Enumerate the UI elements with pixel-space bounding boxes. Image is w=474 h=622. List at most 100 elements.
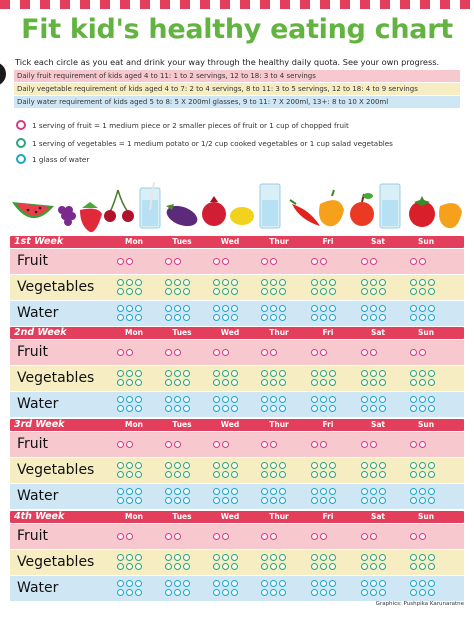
veg-tick-circle[interactable] xyxy=(231,462,238,469)
veg-tick-circle[interactable] xyxy=(311,554,318,561)
veg-tick-circle[interactable] xyxy=(261,379,268,386)
water-tick-circle[interactable] xyxy=(261,488,268,495)
veg-tick-circle[interactable] xyxy=(165,288,172,295)
veg-tick-circle[interactable] xyxy=(174,563,181,570)
fruit-tick-circle[interactable] xyxy=(320,441,327,448)
veg-tick-circle[interactable] xyxy=(183,370,190,377)
water-tick-circle[interactable] xyxy=(419,497,426,504)
veg-tick-circle[interactable] xyxy=(379,563,386,570)
fruit-tick-circle[interactable] xyxy=(117,533,124,540)
water-tick-circle[interactable] xyxy=(279,589,286,596)
veg-tick-circle[interactable] xyxy=(261,563,268,570)
veg-tick-circle[interactable] xyxy=(135,462,142,469)
veg-tick-circle[interactable] xyxy=(135,279,142,286)
water-tick-circle[interactable] xyxy=(311,314,318,321)
veg-tick-circle[interactable] xyxy=(117,279,124,286)
water-tick-circle[interactable] xyxy=(174,488,181,495)
veg-tick-circle[interactable] xyxy=(183,563,190,570)
fruit-tick-circle[interactable] xyxy=(361,258,368,265)
water-tick-circle[interactable] xyxy=(410,497,417,504)
veg-tick-circle[interactable] xyxy=(279,462,286,469)
fruit-tick-circle[interactable] xyxy=(213,533,220,540)
water-tick-circle[interactable] xyxy=(183,589,190,596)
water-tick-circle[interactable] xyxy=(379,396,386,403)
water-tick-circle[interactable] xyxy=(183,314,190,321)
water-tick-circle[interactable] xyxy=(428,314,435,321)
water-tick-circle[interactable] xyxy=(126,305,133,312)
veg-tick-circle[interactable] xyxy=(370,462,377,469)
water-tick-circle[interactable] xyxy=(370,488,377,495)
fruit-tick-circle[interactable] xyxy=(213,258,220,265)
fruit-tick-circle[interactable] xyxy=(261,349,268,356)
fruit-tick-circle[interactable] xyxy=(419,441,426,448)
water-tick-circle[interactable] xyxy=(183,305,190,312)
water-tick-circle[interactable] xyxy=(117,488,124,495)
veg-tick-circle[interactable] xyxy=(410,554,417,561)
water-tick-circle[interactable] xyxy=(320,396,327,403)
water-tick-circle[interactable] xyxy=(428,405,435,412)
water-tick-circle[interactable] xyxy=(419,488,426,495)
veg-tick-circle[interactable] xyxy=(370,279,377,286)
water-tick-circle[interactable] xyxy=(135,589,142,596)
water-tick-circle[interactable] xyxy=(410,314,417,321)
water-tick-circle[interactable] xyxy=(270,589,277,596)
veg-tick-circle[interactable] xyxy=(174,370,181,377)
veg-tick-circle[interactable] xyxy=(320,370,327,377)
veg-tick-circle[interactable] xyxy=(361,462,368,469)
veg-tick-circle[interactable] xyxy=(361,563,368,570)
water-tick-circle[interactable] xyxy=(165,396,172,403)
veg-tick-circle[interactable] xyxy=(213,370,220,377)
water-tick-circle[interactable] xyxy=(311,497,318,504)
veg-tick-circle[interactable] xyxy=(174,288,181,295)
veg-tick-circle[interactable] xyxy=(222,462,229,469)
fruit-tick-circle[interactable] xyxy=(419,349,426,356)
veg-tick-circle[interactable] xyxy=(379,370,386,377)
veg-tick-circle[interactable] xyxy=(222,279,229,286)
water-tick-circle[interactable] xyxy=(126,488,133,495)
water-tick-circle[interactable] xyxy=(222,580,229,587)
fruit-tick-circle[interactable] xyxy=(126,441,133,448)
water-tick-circle[interactable] xyxy=(261,580,268,587)
water-tick-circle[interactable] xyxy=(231,497,238,504)
veg-tick-circle[interactable] xyxy=(213,554,220,561)
veg-tick-circle[interactable] xyxy=(329,554,336,561)
water-tick-circle[interactable] xyxy=(320,580,327,587)
water-tick-circle[interactable] xyxy=(135,497,142,504)
water-tick-circle[interactable] xyxy=(261,314,268,321)
veg-tick-circle[interactable] xyxy=(126,379,133,386)
veg-tick-circle[interactable] xyxy=(174,379,181,386)
water-tick-circle[interactable] xyxy=(428,497,435,504)
water-tick-circle[interactable] xyxy=(370,305,377,312)
water-tick-circle[interactable] xyxy=(329,497,336,504)
water-tick-circle[interactable] xyxy=(213,396,220,403)
water-tick-circle[interactable] xyxy=(117,405,124,412)
fruit-tick-circle[interactable] xyxy=(165,258,172,265)
veg-tick-circle[interactable] xyxy=(231,554,238,561)
veg-tick-circle[interactable] xyxy=(183,379,190,386)
water-tick-circle[interactable] xyxy=(126,405,133,412)
veg-tick-circle[interactable] xyxy=(320,279,327,286)
water-tick-circle[interactable] xyxy=(329,589,336,596)
water-tick-circle[interactable] xyxy=(279,405,286,412)
fruit-tick-circle[interactable] xyxy=(320,533,327,540)
water-tick-circle[interactable] xyxy=(174,589,181,596)
veg-tick-circle[interactable] xyxy=(222,471,229,478)
veg-tick-circle[interactable] xyxy=(329,563,336,570)
veg-tick-circle[interactable] xyxy=(126,370,133,377)
veg-tick-circle[interactable] xyxy=(329,279,336,286)
veg-tick-circle[interactable] xyxy=(428,554,435,561)
veg-tick-circle[interactable] xyxy=(165,462,172,469)
water-tick-circle[interactable] xyxy=(270,396,277,403)
fruit-tick-circle[interactable] xyxy=(361,441,368,448)
fruit-tick-circle[interactable] xyxy=(165,441,172,448)
fruit-tick-circle[interactable] xyxy=(311,349,318,356)
veg-tick-circle[interactable] xyxy=(279,370,286,377)
veg-tick-circle[interactable] xyxy=(428,462,435,469)
fruit-tick-circle[interactable] xyxy=(126,533,133,540)
veg-tick-circle[interactable] xyxy=(379,462,386,469)
fruit-tick-circle[interactable] xyxy=(370,533,377,540)
veg-tick-circle[interactable] xyxy=(419,279,426,286)
water-tick-circle[interactable] xyxy=(370,405,377,412)
water-tick-circle[interactable] xyxy=(361,580,368,587)
water-tick-circle[interactable] xyxy=(410,305,417,312)
